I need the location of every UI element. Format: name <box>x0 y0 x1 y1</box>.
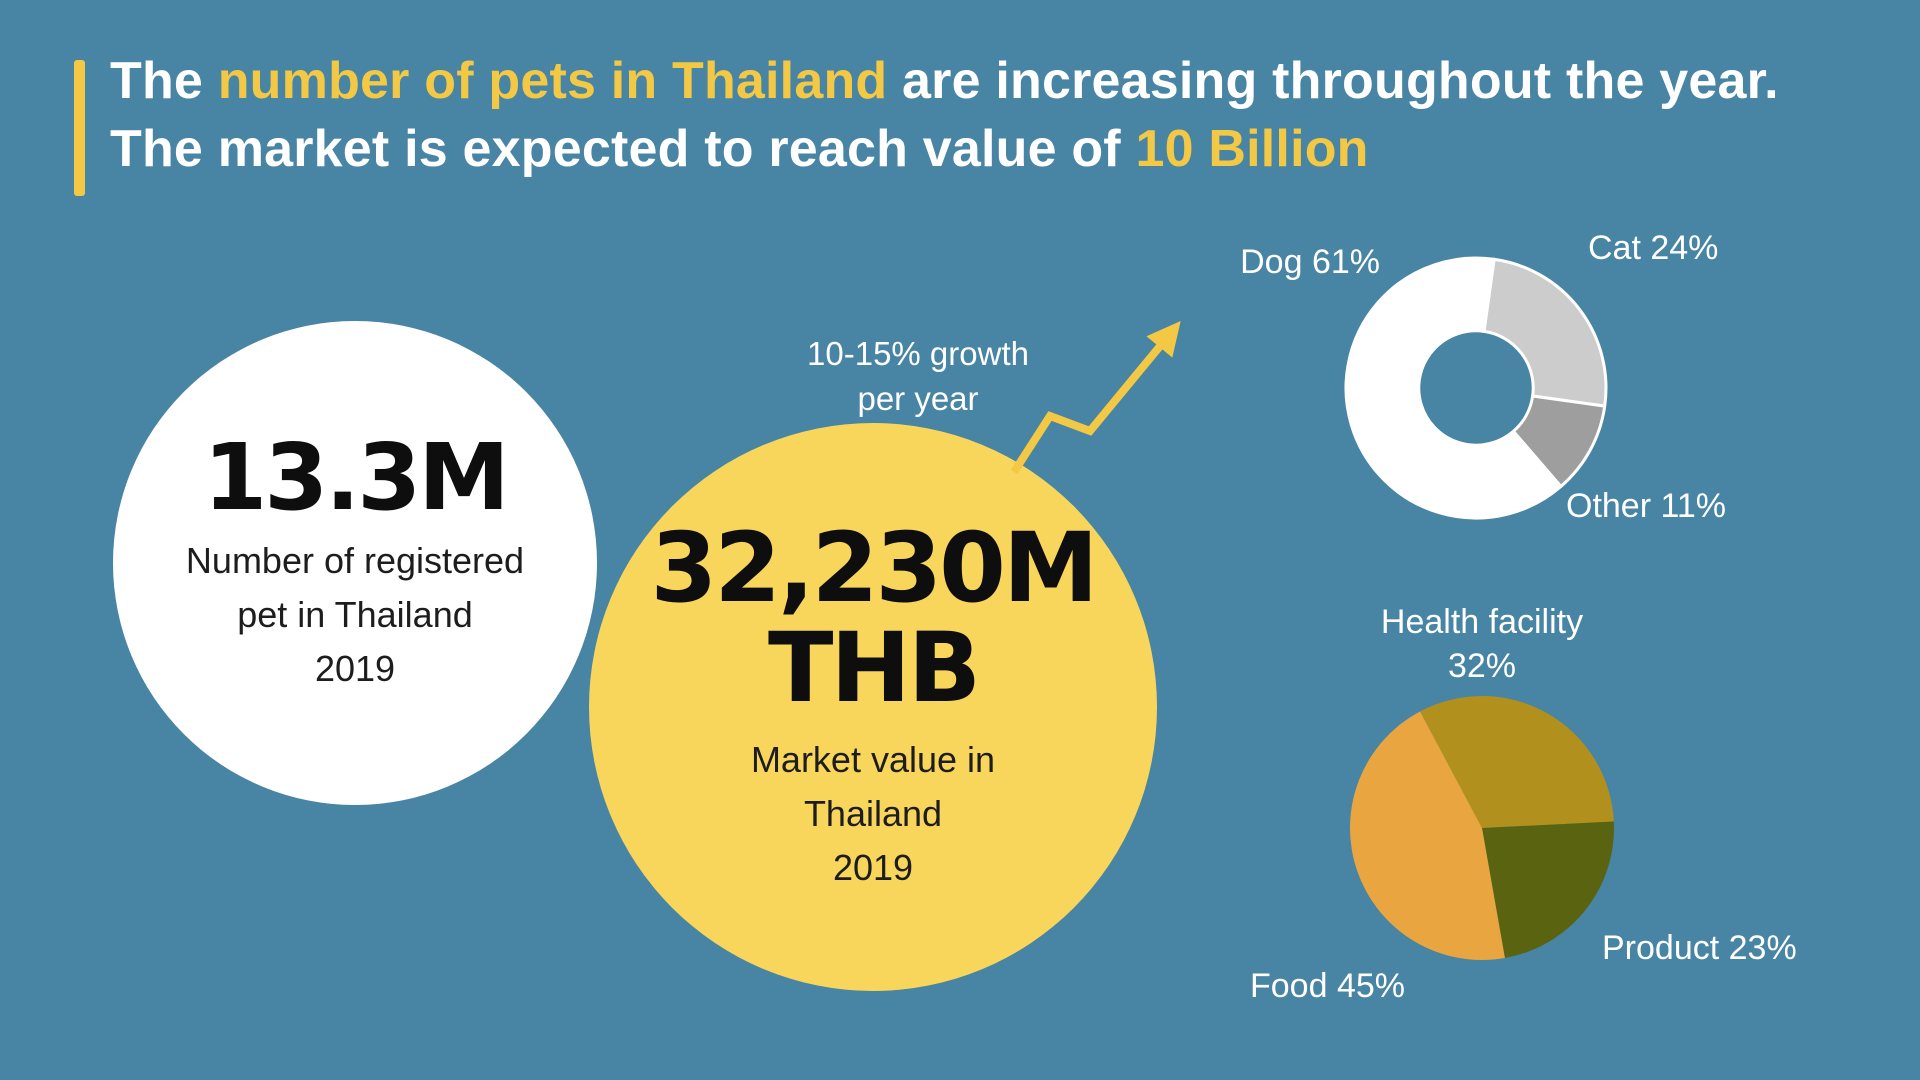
pet-type-donut-chart <box>1344 256 1608 520</box>
title-highlight: 10 Billion <box>1135 119 1369 178</box>
slice-dog <box>1344 256 1563 520</box>
donut-label-dog: Dog 61% <box>1240 243 1380 281</box>
donut-label-other: Other 11% <box>1566 487 1727 525</box>
slice-cat <box>1482 257 1608 408</box>
pie-label-food: Food 45% <box>1250 967 1405 1005</box>
pie-label-product: Product 23% <box>1602 929 1797 967</box>
market-value-label: Market value in Thailand 2019 <box>750 738 996 888</box>
market-value-bubble: 32,230M THB Market value in Thailand 201… <box>589 423 1157 991</box>
donut-label-cat: Cat 24% <box>1588 229 1719 267</box>
slice-health-facility <box>1420 696 1614 828</box>
market-value-number: 32,230M <box>650 512 1099 625</box>
growth-note: 10-15% growth per year <box>807 335 1029 417</box>
market-value-unit: THB <box>768 612 981 724</box>
registered-pets-value: 13.3M <box>203 423 510 531</box>
slice-product <box>1482 821 1614 958</box>
pie-label-health-facility: Health facility 32% <box>1380 603 1584 686</box>
title-text: are increasing throughout the year. The … <box>110 52 1779 178</box>
market-category-pie-chart <box>1350 696 1614 960</box>
page-title: The number of pets in Thailand are incre… <box>110 48 1845 183</box>
registered-pets-bubble: 13.3M Number of registered pet in Thaila… <box>113 321 597 805</box>
registered-pets-label: Number of registered pet in Thailand 201… <box>185 540 525 690</box>
title-highlight: number of pets in Thailand <box>217 52 888 110</box>
title-accent-bar <box>74 60 85 196</box>
slice-food <box>1350 711 1505 960</box>
title-text: The <box>110 52 218 110</box>
growth-arrow-icon <box>1010 321 1181 475</box>
